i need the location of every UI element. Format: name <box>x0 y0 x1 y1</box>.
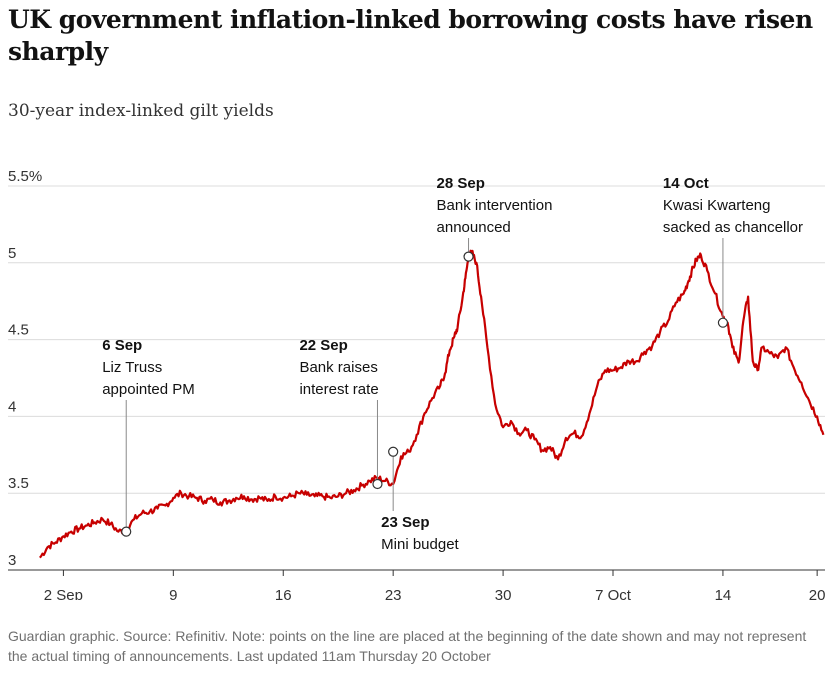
x-tick-label: 2 Sep <box>44 587 83 600</box>
x-tick-label: 14 <box>715 587 732 600</box>
gridlines <box>8 185 825 494</box>
source-note: Guardian graphic. Source: Refinitiv. Not… <box>8 628 807 664</box>
annotation-date: 22 Sep <box>299 337 347 354</box>
y-tick-label: 5 <box>8 245 16 262</box>
y-tick-label: 3 <box>8 552 16 569</box>
x-tick-label: 7 Oct <box>595 587 632 600</box>
annotation-marker <box>463 251 474 262</box>
annotation-marker <box>388 446 399 457</box>
x-tick-label: 20 <box>809 587 826 600</box>
chart-title: UK government inflation-linked borrowing… <box>8 5 813 66</box>
annotation-date: 23 Sep <box>381 514 429 531</box>
x-tick-label: 16 <box>275 587 292 600</box>
y-tick-label: 4.5 <box>8 322 29 339</box>
annotation-date: 6 Sep <box>102 337 142 354</box>
annotation-marker <box>372 478 383 490</box>
annotation-text: appointed PM <box>102 381 195 398</box>
annotation-text: sacked as chancellor <box>663 219 803 236</box>
annotation-text: Kwasi Kwarteng <box>663 197 771 214</box>
y-tick-label: 5.5% <box>8 168 42 185</box>
axes: 3 3.5 4 4.5 5 5.5% 2 Sep 9 16 23 30 7 Oct 14 20 <box>8 168 825 600</box>
annotation-text: announced <box>437 219 511 236</box>
y-tick-label: 3.5 <box>8 475 29 492</box>
annotation-text: Bank raises <box>299 359 377 376</box>
chart-subtitle: 30-year index-linked gilt yields <box>8 101 274 121</box>
x-tick-label: 23 <box>385 587 402 600</box>
line-chart: 3 3.5 4 4.5 5 5.5% 2 Sep 9 16 23 30 7 Oct 14 20 6 Sep… <box>8 168 825 600</box>
annotation-date: 28 Sep <box>437 175 485 192</box>
annotation-text: Bank intervention <box>437 197 553 214</box>
series-line <box>39 249 825 559</box>
annotation-date: 14 Oct <box>663 175 709 192</box>
annotations: 6 Sep Liz Truss appointed PM 22 Sep Bank rai… <box>102 175 803 553</box>
series-layer <box>39 249 825 559</box>
x-tick-label: 30 <box>495 587 512 600</box>
annotation-marker <box>717 317 729 328</box>
y-tick-label: 4 <box>8 398 16 415</box>
x-tick-label: 9 <box>169 587 177 600</box>
annotation-marker <box>121 526 132 537</box>
annotation-text: interest rate <box>299 381 378 398</box>
annotation-text: Mini budget <box>381 536 459 553</box>
annotation-text: Liz Truss <box>102 359 162 376</box>
